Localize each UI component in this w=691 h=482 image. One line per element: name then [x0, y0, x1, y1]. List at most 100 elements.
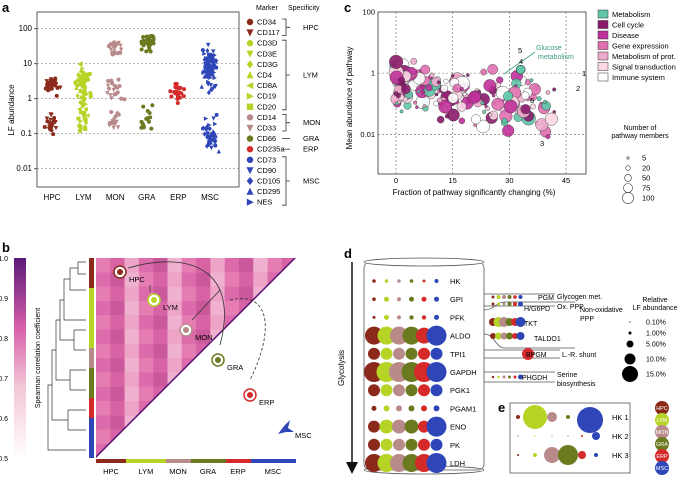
heat-cell — [124, 300, 139, 316]
pathway-bubble — [410, 57, 418, 65]
legend-label-disease: Disease — [612, 31, 639, 40]
heat-cell — [181, 258, 197, 273]
row-strip-hpc — [89, 258, 94, 288]
heat-cell — [138, 329, 154, 344]
pathway-bubble — [429, 72, 435, 78]
side-pathways: PGM H/G6PD TKT TALDO1 BPGM PHGDH Glycogen met.… — [483, 293, 623, 388]
colorbar-ticks: 1.0 0.9 0.8 0.7 0.6 0.5 — [0, 256, 8, 463]
heat-cell — [167, 286, 182, 301]
bracket-msc — [282, 156, 290, 206]
pathway-number-3: 3 — [540, 139, 544, 148]
hk-label-2: HK 2 — [612, 432, 629, 441]
enzyme-dot-gpi-erp — [421, 296, 427, 302]
c-xtick: 30 — [505, 176, 513, 185]
panel-a-frame — [36, 11, 240, 188]
data-point-mon — [111, 87, 116, 93]
heat-cell — [196, 343, 211, 359]
pathway-nonox-2: PPP — [580, 316, 594, 323]
legend-label-cd19: CD19 — [257, 92, 276, 101]
spec-label-msc: MSC — [303, 177, 320, 186]
heat-cell — [110, 386, 125, 401]
pathway-bubble — [398, 76, 406, 84]
data-point-mon — [110, 50, 115, 55]
data-point-msc — [201, 70, 206, 76]
legend-marker-cd34 — [246, 18, 254, 26]
side-label-phgdh: PHGDH — [522, 375, 547, 382]
colorbar-tick: 0.6 — [0, 416, 8, 423]
enzyme-dot-tpi1-hpc — [368, 347, 380, 360]
pathway-bubble — [468, 90, 481, 104]
hk-dot-2-hpc — [517, 435, 519, 437]
data-point-msc — [211, 62, 216, 68]
data-point-gra — [139, 39, 144, 44]
enzyme-dot-pgk1-erp — [418, 384, 430, 397]
legend-label-cd3g: CD3G — [257, 60, 278, 69]
heat-cell — [153, 343, 168, 359]
data-point-mon — [107, 86, 112, 91]
side-dot-taldo1-erp — [512, 333, 518, 339]
pathway-bubble — [501, 117, 508, 124]
size-circle-100 — [622, 192, 634, 204]
enzyme-dot-pfk-mon — [397, 315, 401, 320]
side-dot-phgdh-hpc — [491, 375, 495, 379]
heat-cell — [196, 258, 211, 273]
enzyme-dot-pgk1-mon — [393, 384, 405, 397]
data-point-lym — [79, 82, 85, 88]
heat-cell — [153, 386, 168, 401]
legend-swatch-signal — [597, 62, 609, 71]
b-xlabel-mon: MON — [169, 467, 187, 476]
data-point-hpc — [44, 79, 49, 84]
glycolysis-label: Glycolysis — [337, 350, 346, 386]
legend-cell-label-mon: MON — [656, 430, 669, 436]
panel-b: b 1.0 0.9 0.8 0.7 0.6 0.5 Spearman correlatio… — [0, 240, 312, 476]
diagonal-band — [96, 258, 296, 458]
data-point-msc — [204, 57, 209, 62]
rel-label: 10.0% — [646, 357, 666, 364]
data-point-lym — [83, 117, 88, 122]
data-point-hpc — [51, 118, 56, 123]
data-point-gra — [148, 115, 153, 120]
data-point-msc — [214, 65, 219, 70]
c-xtick: 45 — [562, 176, 570, 185]
heat-cell — [96, 258, 111, 273]
side-dot-pgm-hpc — [491, 295, 495, 299]
legend-swatch-disease — [597, 30, 609, 40]
cell-type-strips — [89, 258, 296, 463]
xtick-label-lym: LYM — [76, 193, 92, 202]
enzyme-dot-pfk-erp — [421, 315, 427, 320]
legend-cell-mon — [655, 425, 669, 439]
data-point-mon — [105, 83, 111, 89]
pathway-bubble — [444, 114, 450, 119]
ytick-label: 100 — [19, 24, 33, 33]
panel-c-ylabel: Mean abundance of pathway — [345, 47, 354, 150]
heat-cell — [210, 258, 225, 273]
cell-nucleus-lym — [151, 297, 157, 303]
heat-cell — [138, 315, 154, 330]
relative-abundance-legend: 0.10% 1.00% 5.00% 10.0% 15.0% — [622, 320, 666, 382]
data-point-gra — [141, 123, 146, 128]
data-point-mon — [115, 90, 120, 95]
data-point-lym — [78, 88, 83, 93]
pathway-number-5: 5 — [518, 46, 522, 55]
side-dot-pgm-gra — [507, 295, 512, 299]
data-point-msc — [211, 116, 216, 121]
data-point-msc — [200, 48, 205, 53]
c-xtick: 0 — [394, 176, 398, 185]
legend-cell-label-hpc: HPC — [656, 406, 668, 412]
pathway-bubble — [459, 86, 464, 91]
heat-cell — [167, 358, 182, 373]
glucose-arrow — [503, 51, 536, 75]
pathway-bubble — [487, 64, 498, 75]
heat-cell — [124, 343, 139, 359]
enzyme-dot-ldh-msc — [426, 453, 447, 473]
heat-cell — [96, 329, 111, 344]
enzyme-dot-hk-mon — [397, 279, 401, 283]
size-label-50: 50 — [642, 174, 650, 183]
data-point-lym — [74, 85, 79, 91]
heat-cell — [239, 272, 254, 287]
rel-dot — [622, 366, 638, 382]
data-point-mon — [106, 79, 111, 84]
data-point-msc — [205, 42, 211, 48]
legend-swatch-metabolism — [597, 9, 609, 19]
